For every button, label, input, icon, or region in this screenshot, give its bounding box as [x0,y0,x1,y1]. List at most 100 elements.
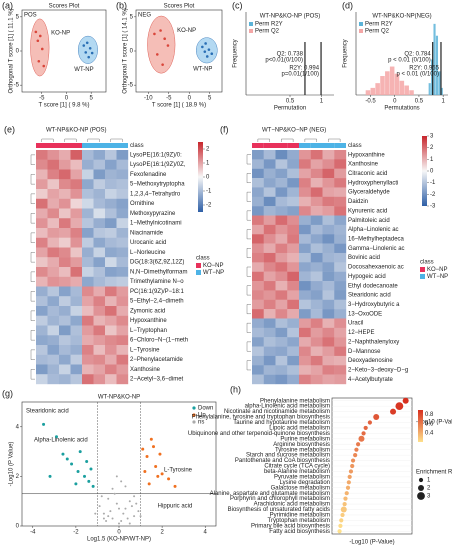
heat-cell [299,281,311,291]
row-dendrogram [246,360,251,371]
heat-cell [334,365,347,375]
row-label: PC(16:1(9Z)/P−18:1 [130,289,185,295]
heat-cell [263,346,276,357]
row-label: N,N−Dimethylformam [130,269,188,275]
class-bar [93,143,105,148]
point [111,517,114,520]
heat-cell [105,267,117,277]
heat-cell [334,224,347,235]
point [163,37,166,40]
heat-cell [47,267,60,277]
heat-cell [322,309,335,319]
x-tick-label: -5 [166,96,172,102]
heat-cell [47,159,60,170]
point [135,502,138,505]
row-label: 12−HEPE [348,330,375,336]
color-tick-label: 0 [430,169,434,175]
heat-cell [322,281,335,291]
x-tick-label: -4 [30,530,36,536]
row-dendrogram [246,266,251,277]
heat-cell [287,234,300,244]
heat-cell [36,189,48,199]
heat-cell [105,169,117,180]
heat-cell [105,228,117,238]
heat-cell [59,247,71,258]
heat-cell [70,276,83,287]
heat-cell [287,374,300,385]
class-swatch [420,274,425,279]
panel-label: (f) [220,124,229,134]
color-tick-label: 3 [430,134,434,140]
panel-label: (g) [2,388,13,398]
row-label: Xanthosine [130,367,161,373]
heat-cell [299,262,311,272]
x-axis-label: T score [1] ( 18.9 %) [152,103,206,109]
heat-cell [93,296,106,307]
category-label: Starch and sucrose metabolism [246,453,330,459]
col-dendrogram [304,138,317,142]
bubble [340,506,347,513]
heat-cell [299,187,311,197]
heat-cell [322,365,335,375]
legend-swatch [249,22,253,26]
heat-cell [287,215,300,226]
heat-cell [299,290,311,300]
point [87,55,91,59]
row-dendrogram [30,349,35,360]
heat-cell [93,169,106,180]
row-label: Daidzin [348,199,368,205]
row-label: 2−Naphthalenyloxy [348,339,399,345]
annotation: Stearidonic acid [26,409,69,415]
heat-cell [116,374,129,385]
heat-cell [275,187,288,197]
heat-cell [47,325,60,336]
heat-cell [252,299,264,310]
color-tick-label: -1 [206,189,212,195]
heat-cell [105,354,117,365]
row-label: Urocanic acid [130,240,166,246]
point [65,457,69,461]
point [130,505,133,508]
point [204,42,207,45]
heat-cell [334,318,347,329]
heat-cell [299,309,311,319]
heat-cell [59,354,71,365]
color-tick-label: 0.4 [425,430,434,436]
heat-cell [36,354,48,365]
point [115,475,118,478]
heat-cell [310,178,323,188]
x-tick-label: 0 [65,96,69,102]
y-tick-label: 5 [130,14,134,20]
point [137,510,140,513]
heat-cell [299,150,311,160]
heat-cell [334,252,347,263]
heat-cell [322,178,335,188]
row-label: L−Norleucine [130,250,166,256]
point [158,452,162,456]
heat-cell [36,208,48,219]
heat-cell [47,335,60,346]
heat-cell [252,318,264,329]
heat-cell [263,168,276,179]
heat-cell [70,208,83,219]
row-label: 1,2,3,4−Tetrahydro [130,191,181,197]
heat-cell [263,196,276,207]
row-dendrogram [30,310,35,321]
class-bar [105,143,117,148]
heat-cell [263,327,276,338]
heat-cell [82,228,94,238]
row-dendrogram [30,232,35,243]
heat-cell [59,169,71,180]
legend-label: ns [198,420,204,426]
stat-label: Q2: 0.738 [277,52,304,58]
heat-cell [105,364,117,375]
heat-cell [334,168,347,179]
row-dendrogram [246,191,251,202]
heat-cell [299,206,311,216]
legend-swatch [359,22,363,26]
class-bar [70,143,82,148]
heat-cell [252,206,264,216]
row-label: Deoxyadenosine [348,358,393,364]
heat-cell [310,355,323,366]
category-label: Primary bile acid biosynthesis [251,523,330,529]
